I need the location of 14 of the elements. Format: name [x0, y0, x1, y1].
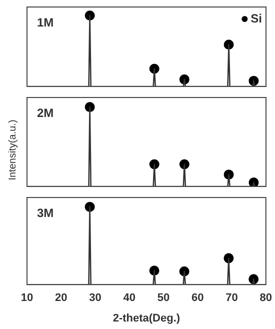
annotation: 2M: [37, 106, 54, 120]
annotation: 1M: [37, 15, 54, 30]
x-tick-label: 20: [55, 292, 68, 304]
y-axis-title: Intensity(a.u.): [8, 120, 18, 180]
x-axis-title: 2-theta(Deg.): [112, 312, 180, 324]
x-tick-label: 10: [20, 292, 34, 304]
x-tick-label: 30: [89, 292, 102, 304]
x-tick-label: 40: [123, 292, 136, 304]
x-tick-label: 60: [192, 292, 204, 304]
x-tick-label: 70: [226, 292, 238, 304]
legend-label: Si: [250, 11, 262, 26]
x-tick-label: 50: [157, 292, 170, 304]
annotation: 3M: [37, 206, 54, 220]
x-tick-label: 80: [260, 292, 272, 304]
